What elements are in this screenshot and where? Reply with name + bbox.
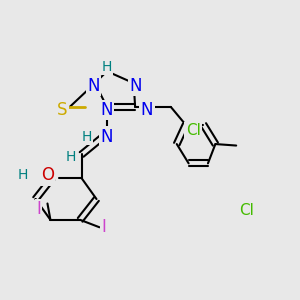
Text: Cl: Cl (186, 123, 200, 138)
Text: S: S (57, 101, 68, 119)
Text: H: H (18, 168, 28, 182)
Text: O: O (41, 166, 54, 184)
Text: H: H (82, 130, 92, 144)
Text: Cl: Cl (239, 203, 254, 218)
Text: N: N (101, 128, 113, 146)
Text: N: N (129, 77, 141, 95)
Text: N: N (101, 101, 113, 119)
Text: N: N (87, 77, 100, 95)
Text: N: N (141, 101, 153, 119)
Text: H: H (66, 150, 76, 164)
Text: H: H (102, 60, 112, 74)
Text: I: I (101, 218, 106, 236)
Text: I: I (36, 200, 41, 218)
